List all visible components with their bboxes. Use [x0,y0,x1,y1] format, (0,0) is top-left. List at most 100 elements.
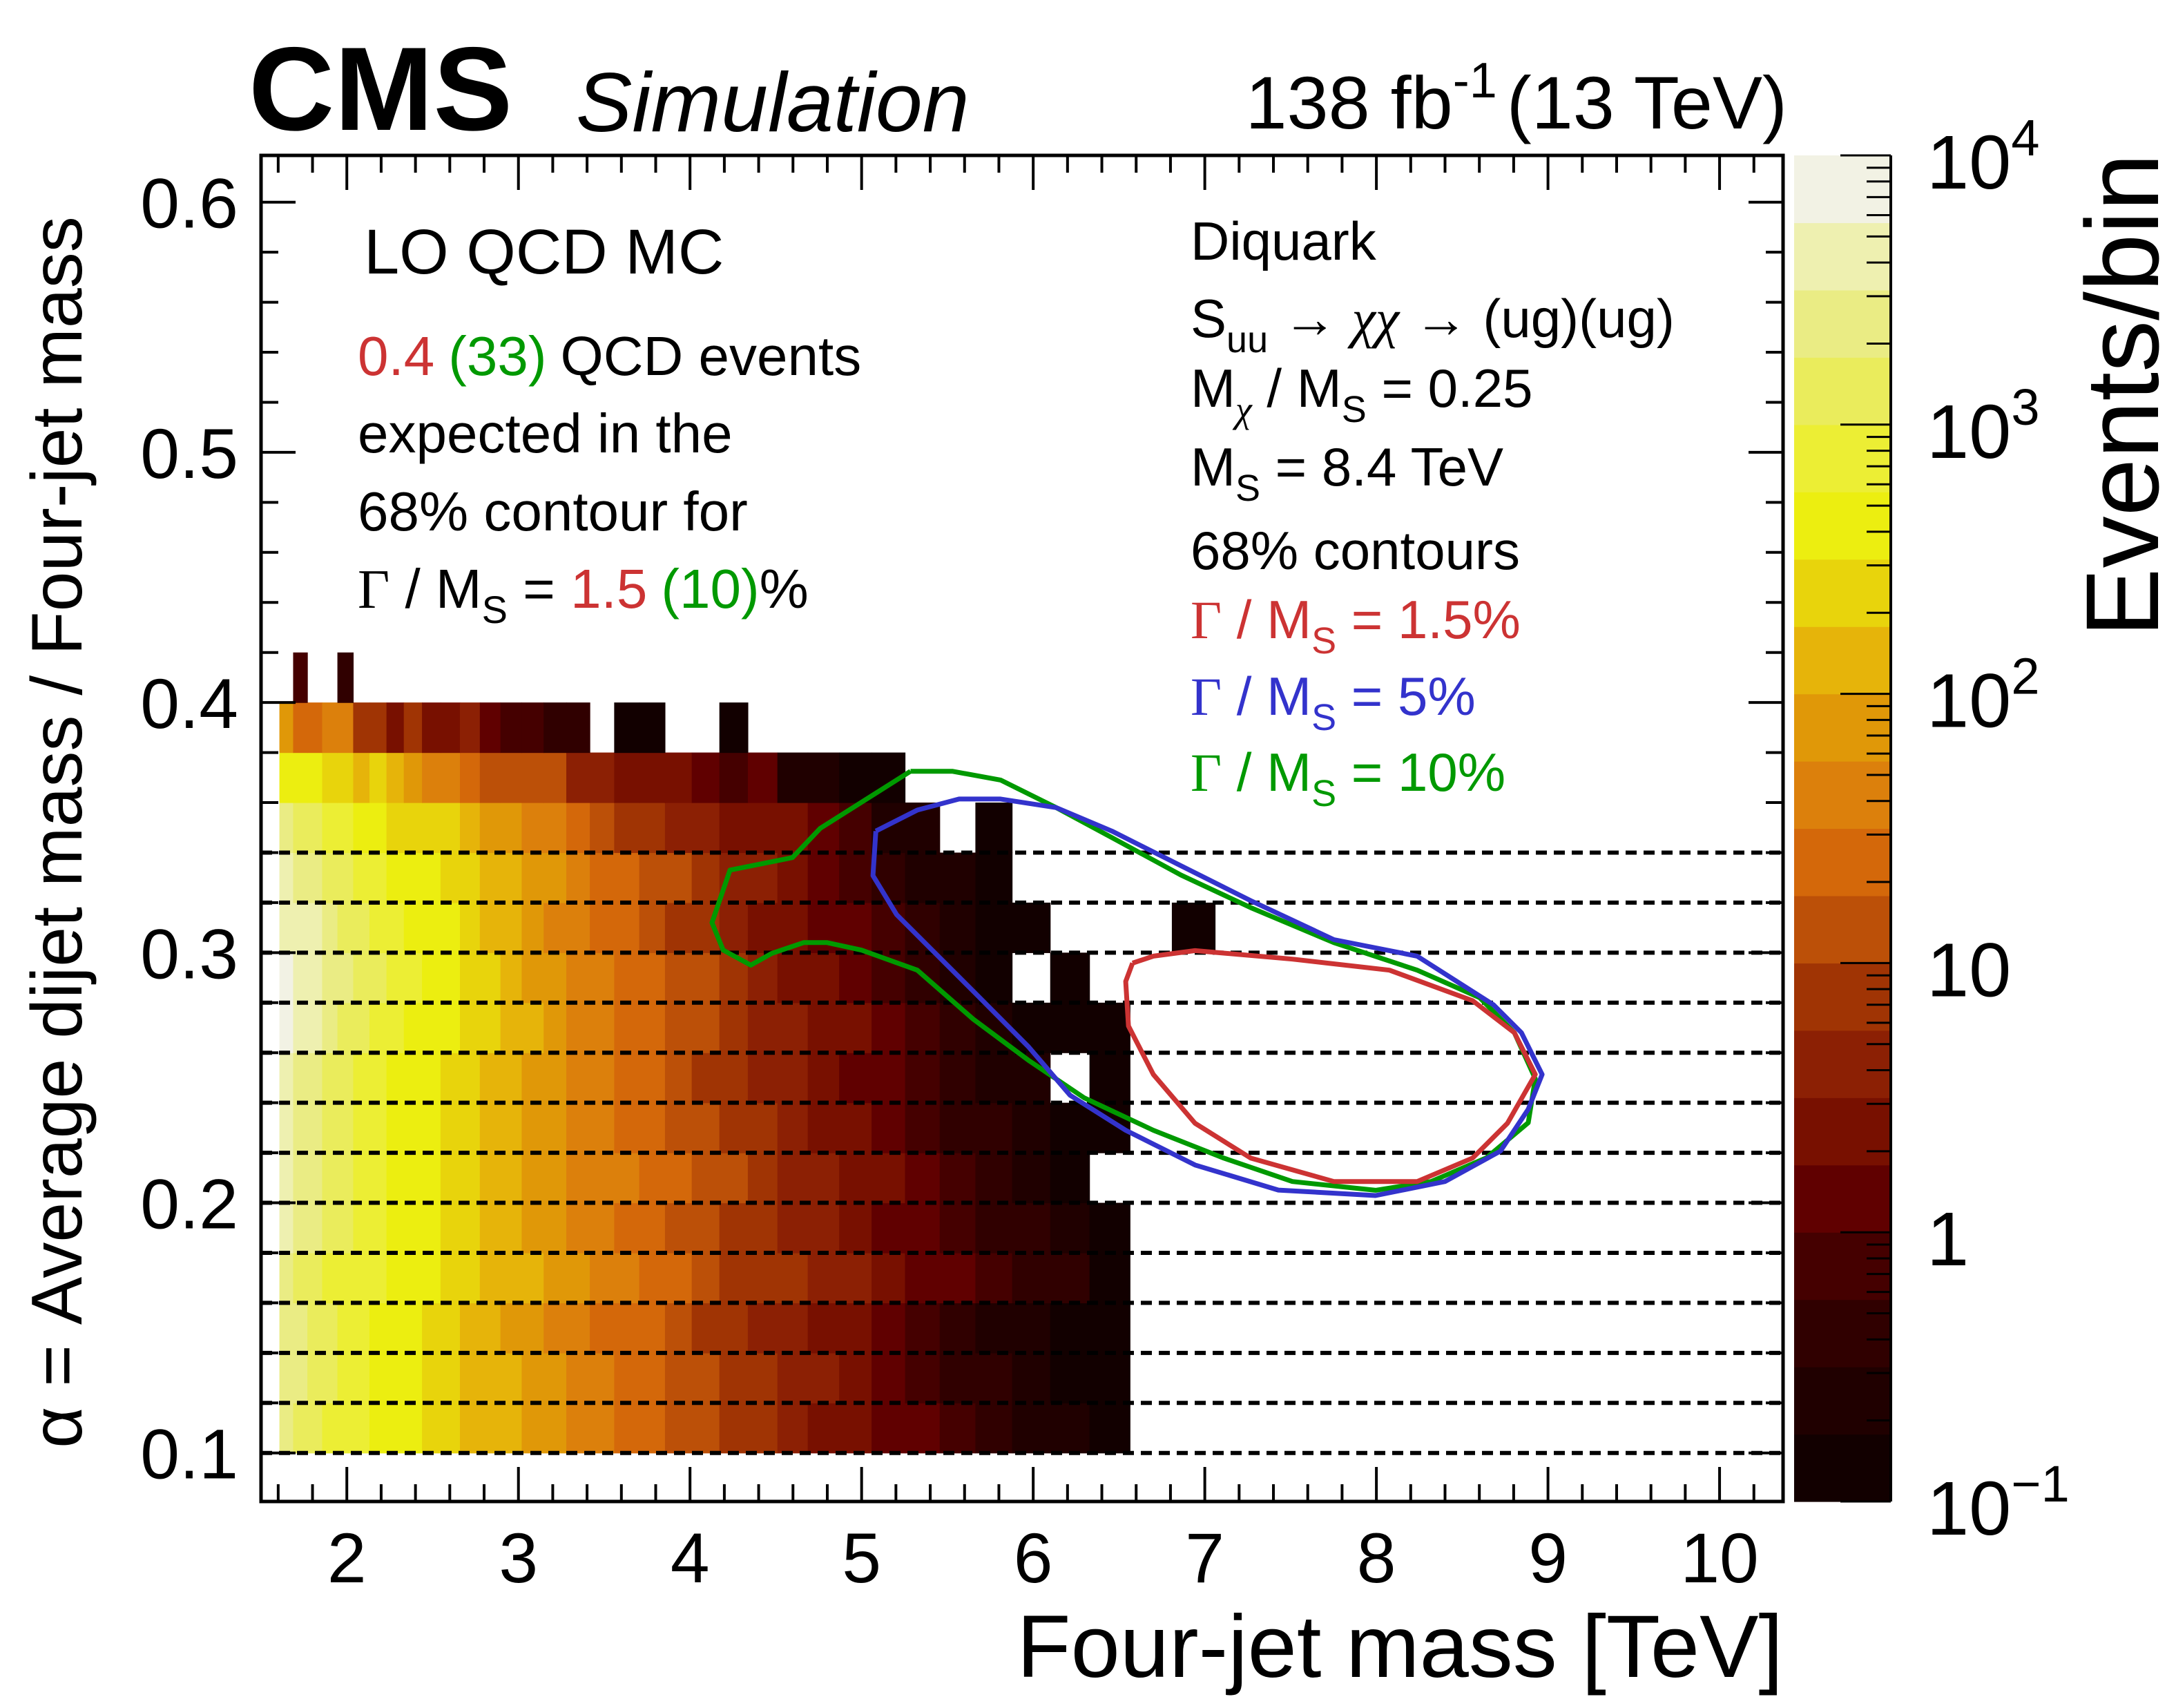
percent: % [760,558,809,620]
heatmap-cell [479,1352,501,1403]
heatmap-cell [353,952,370,1004]
m-symbol: M [1191,358,1235,419]
heatmap-cell [307,1352,323,1403]
heatmap-cell [293,1202,308,1254]
heatmap-cell [664,803,693,854]
heatmap-cell [747,1252,778,1304]
lumi-exponent: -1 [1453,53,1497,108]
heatmap-cell [719,1153,749,1204]
heatmap-cell [839,803,872,854]
heatmap-cell [777,1352,809,1403]
heatmap-cell [459,1102,481,1153]
heatmap-cell [975,902,1013,953]
heatmap-cell [807,1102,840,1153]
heatmap-cell [403,902,423,953]
heatmap-cell [459,702,481,754]
heatmap-cell [307,1403,323,1454]
heatmap-cell [440,1202,461,1254]
heatmap-cell [337,1202,354,1254]
heatmap-cell [905,1252,941,1304]
heatmap-cell [590,902,615,953]
y-tick-label: 0.1 [140,1415,238,1494]
heatmap-cell [590,1153,615,1204]
heatmap-cell [403,1303,423,1354]
heatmap-cell [422,1102,441,1153]
heatmap-cell [872,1252,906,1304]
heatmap-cell [664,1303,693,1354]
heatmap-cell [691,1002,720,1053]
heatmap-cell [747,1002,778,1053]
heatmap-cell [459,1153,481,1204]
heatmap-cell [1050,1403,1090,1454]
heatmap-cell [905,1403,941,1454]
heatmap-cell [905,1153,941,1204]
heatmap-cell [614,1403,640,1454]
heatmap-cell [664,1202,693,1254]
color-scale-swatch [1794,492,1891,560]
heatmap-cell [639,803,666,854]
qcd-events-text: QCD events [560,325,861,387]
heatmap-cell [369,852,387,903]
heatmap-cell [386,1352,405,1403]
heatmap-cell [905,1202,941,1254]
ratio-text: / M [1222,589,1311,650]
heatmap-cell [293,1053,308,1104]
heatmap-cell [639,752,666,803]
heatmap-cell [1050,1252,1090,1304]
heatmap-cell [543,852,567,903]
heatmap-cell [747,1053,778,1104]
heatmap-cell [839,1403,872,1454]
heatmap-cell [386,803,405,854]
heatmap-cell [639,1002,666,1053]
heatmap-cell [403,1102,423,1153]
heatmap-cell [459,1202,481,1254]
heatmap-cell [719,1303,749,1354]
heatmap-cell [440,1252,461,1304]
heatmap-cell [386,1202,405,1254]
heatmap-cell [719,902,749,953]
heatmap-cell [521,1352,544,1403]
heatmap-cell [639,952,666,1004]
heatmap-cell [691,803,720,854]
heatmap-cell [500,1252,523,1304]
heatmap-cell [939,902,976,953]
heatmap-cell [543,1303,567,1354]
heatmap-cell [1089,1352,1130,1403]
heatmap-cell [279,952,294,1004]
heatmap-cell [1050,952,1090,1004]
heatmap-cell [872,1002,906,1053]
heatmap-cell [353,1403,370,1454]
heatmap-cell [566,1102,590,1153]
heatmap-cell [293,752,308,803]
heatmap-cell [521,1202,544,1254]
x-tick-label: 2 [327,1519,367,1597]
heatmap-cell [479,1102,501,1153]
heatmap-cell [664,1252,693,1304]
heatmap-cell [500,952,523,1004]
heatmap-cell [590,1252,615,1304]
heatmap-cell [639,1352,666,1403]
heatmap-cell [566,702,590,754]
heatmap-cell [521,1252,544,1304]
x-tick-label: 3 [499,1519,538,1597]
heatmap-cell [422,702,441,754]
heatmap-cell [777,1403,809,1454]
contour-line [709,769,1538,1193]
color-scale-swatch [1794,1299,1891,1368]
heatmap-cell [307,1202,323,1254]
heatmap-cell [839,1053,872,1104]
heatmap-cell [337,752,354,803]
heatmap-cell [1171,902,1216,953]
heatmap-cell [566,852,590,903]
heatmap-cell [500,1102,523,1153]
heatmap-cell [322,1202,338,1254]
heatmap-cell [293,1252,308,1304]
heatmap-cell [691,1102,720,1153]
heatmap-cell [369,702,387,754]
heatmap-cell [279,1153,294,1204]
heatmap-cell [1012,902,1051,953]
legend-value: = 10% [1336,742,1505,803]
heatmap-cell [664,1403,693,1454]
heatmap-cell [440,1403,461,1454]
